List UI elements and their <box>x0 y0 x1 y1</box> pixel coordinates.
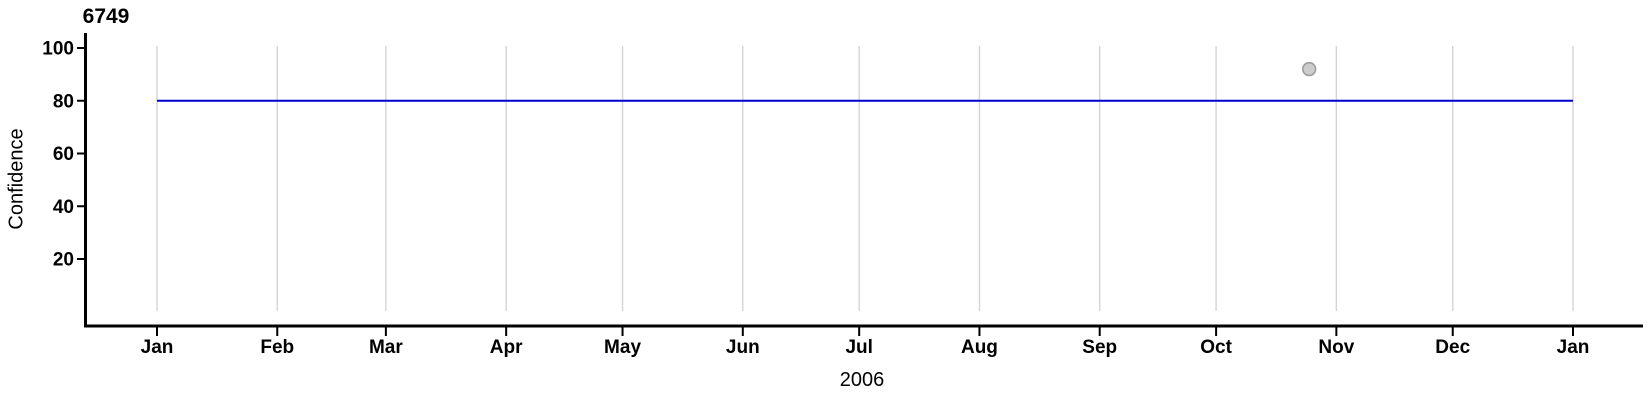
chart-title: 6749 <box>82 5 130 28</box>
x-tick-label-mar-2: Mar <box>369 337 403 358</box>
x-tick-label-feb-1: Feb <box>260 337 294 358</box>
x-tick-label-oct-9: Oct <box>1200 337 1232 358</box>
y-tick-label-60: 60 <box>53 144 74 165</box>
y-tick-label-100: 100 <box>42 39 74 60</box>
y-tick-label-20: 20 <box>53 250 74 271</box>
x-tick-label-apr-3: Apr <box>490 337 523 358</box>
y-tick-label-80: 80 <box>53 91 74 112</box>
x-tick-label-aug-7: Aug <box>961 337 998 358</box>
y-axis-title: Confidence <box>5 128 28 230</box>
x-tick-label-sep-8: Sep <box>1082 337 1117 358</box>
x-tick-label-nov-10: Nov <box>1318 337 1354 358</box>
observation-point-0 <box>1301 61 1317 77</box>
y-tick-label-40: 40 <box>53 197 74 218</box>
x-tick-label-jan-0: Jan <box>141 337 174 358</box>
x-axis-title: 2006 <box>839 369 885 391</box>
x-tick-label-may-4: May <box>604 337 641 358</box>
x-tick-label-jun-5: Jun <box>726 337 760 358</box>
x-tick-label-jan-12: Jan <box>1557 337 1590 358</box>
x-tick-label-dec-11: Dec <box>1435 337 1470 358</box>
x-tick-label-jul-6: Jul <box>845 337 872 358</box>
